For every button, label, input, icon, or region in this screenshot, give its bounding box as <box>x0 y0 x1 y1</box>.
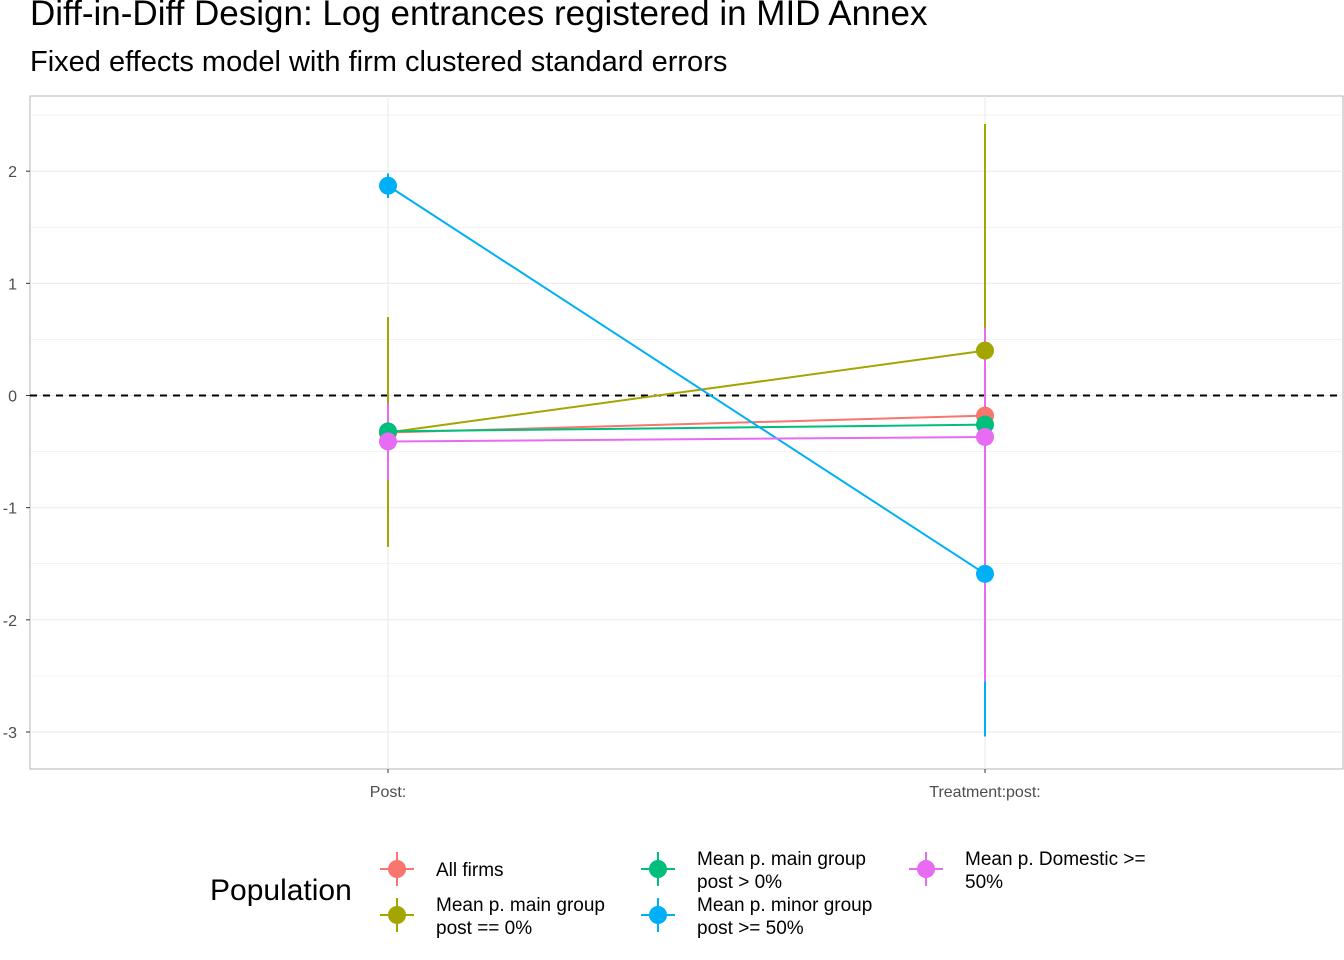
data-point-1-1 <box>976 341 994 360</box>
series-line-1 <box>387 349 986 434</box>
y-tick-label: 1 <box>8 276 17 293</box>
axis-ticks: -3 -2 -1 0 1 2 Post: Treatment:post: <box>3 164 1041 801</box>
legend-title: Population <box>210 874 352 907</box>
legend-label-3: Mean p. minor group post >= 50% <box>697 895 873 939</box>
series-line-4 <box>387 435 986 443</box>
x-tick-label: Post: <box>370 784 406 801</box>
legend-key-4 <box>909 852 943 886</box>
data-point-2-1 <box>976 415 994 434</box>
chart-title: Diff-in-Diff Design: Log entrances regis… <box>30 0 928 33</box>
legend-label-0: All firms <box>436 860 504 881</box>
y-tick-label: -2 <box>3 613 17 630</box>
legend-label-4: Mean p. Domestic >= 50% <box>965 849 1146 893</box>
data-point-4-0 <box>379 432 397 451</box>
data-point-3-0 <box>379 176 397 195</box>
panel-border <box>29 95 1344 770</box>
series-line-2 <box>387 423 986 433</box>
y-tick-label: 0 <box>8 388 17 405</box>
data-point-4-1 <box>976 427 994 446</box>
gridlines <box>30 96 1343 769</box>
series-line-3 <box>387 184 986 575</box>
legend-label-1: Mean p. main group post == 0% <box>436 895 605 939</box>
y-tick-label: -3 <box>3 725 17 742</box>
x-tick-label: Treatment:post: <box>929 784 1040 801</box>
chart-subtitle: Fixed effects model with firm clustered … <box>30 46 728 78</box>
series-layer <box>379 124 994 737</box>
data-point-3-1 <box>976 564 994 583</box>
y-tick-label: 2 <box>8 164 17 181</box>
legend-key-1 <box>380 898 414 932</box>
y-tick-label: -1 <box>3 501 17 518</box>
legend-key-0 <box>380 852 414 886</box>
legend-label-2: Mean p. main group post > 0% <box>697 849 866 893</box>
legend-key-3 <box>641 898 675 932</box>
legend-key-2 <box>641 852 675 886</box>
